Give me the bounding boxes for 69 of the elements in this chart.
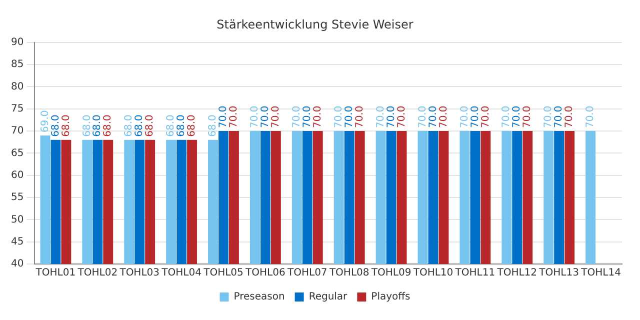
data-label: 68.0: [82, 114, 93, 137]
x-tick-label: TOHL14: [580, 268, 621, 279]
y-tick-label: 90: [10, 36, 24, 48]
y-tick-label: 75: [10, 103, 24, 114]
data-label: 68.0: [124, 114, 135, 137]
x-tick-label: TOHL02: [76, 268, 118, 279]
y-tick-label: 80: [10, 81, 24, 92]
data-label: 68.0: [176, 114, 188, 137]
data-label: 70.0: [344, 106, 355, 128]
data-label: 70.0: [480, 106, 492, 128]
data-label: 70.0: [218, 106, 230, 128]
data-label: 68.0: [134, 114, 146, 137]
x-tick-label: TOHL11: [454, 268, 496, 279]
data-label: 68.0: [186, 114, 198, 137]
data-label: 70.0: [585, 106, 596, 128]
data-label: 68.0: [144, 114, 156, 137]
data-label: 68.0: [60, 114, 72, 137]
data-label: 70.0: [228, 106, 240, 128]
x-tick-label: TOHL03: [118, 268, 160, 279]
x-tick-label: TOHL12: [496, 268, 538, 279]
data-label: 69.0: [40, 110, 51, 132]
data-label: 68.0: [102, 114, 114, 137]
x-tick-label: TOHL13: [538, 268, 579, 279]
legend-label: Preseason: [234, 292, 285, 303]
x-tick-label: TOHL04: [160, 268, 202, 279]
data-label: 70.0: [438, 106, 450, 128]
data-label: 68.0: [166, 114, 177, 137]
data-label: 70.0: [375, 106, 386, 128]
chart-title: Stärkeentwicklung Stevie Weiser: [216, 17, 414, 32]
y-tick-label: 40: [10, 258, 24, 270]
x-tick-label: TOHL05: [202, 268, 244, 279]
x-tick-label: TOHL08: [328, 268, 370, 279]
data-label: 70.0: [270, 106, 282, 128]
data-label: 70.0: [354, 106, 366, 128]
data-label: 70.0: [417, 106, 428, 128]
data-label: 70.0: [428, 106, 439, 128]
data-label: 70.0: [260, 106, 272, 128]
data-label: 70.0: [333, 106, 344, 128]
data-label: 70.0: [522, 106, 534, 128]
x-tick-label: TOHL07: [286, 268, 328, 279]
data-label: 68.0: [92, 114, 104, 137]
data-label: 70.0: [459, 106, 470, 128]
data-label: 70.0: [291, 106, 302, 128]
data-label: 70.0: [396, 106, 408, 128]
x-tick-label: TOHL09: [370, 268, 412, 279]
data-label: 70.0: [302, 106, 313, 128]
x-tick-label: TOHL10: [412, 268, 454, 279]
data-label: 70.0: [543, 106, 554, 128]
data-label: 70.0: [554, 106, 565, 128]
data-label: 70.0: [512, 106, 523, 128]
data-label: 70.0: [564, 106, 576, 128]
y-tick-label: 85: [10, 59, 24, 70]
y-tick-label: 55: [10, 192, 24, 204]
y-tick-label: 60: [10, 170, 24, 181]
legend-label: Regular: [308, 292, 348, 303]
x-tick-label: TOHL01: [34, 268, 76, 279]
y-tick-label: 65: [10, 148, 24, 159]
y-tick-label: 50: [10, 214, 24, 226]
legend-label: Playoffs: [371, 292, 410, 303]
data-label: 68.0: [208, 114, 219, 137]
y-tick-label: 45: [10, 236, 24, 248]
data-label: 70.0: [312, 106, 324, 128]
data-label: 70.0: [386, 106, 397, 128]
data-label: 70.0: [250, 106, 261, 128]
y-tick-label: 70: [10, 126, 24, 137]
data-label: 70.0: [501, 106, 512, 128]
x-tick-label: TOHL06: [244, 268, 286, 279]
data-label: 70.0: [470, 106, 481, 128]
data-label: 68.0: [50, 114, 62, 137]
